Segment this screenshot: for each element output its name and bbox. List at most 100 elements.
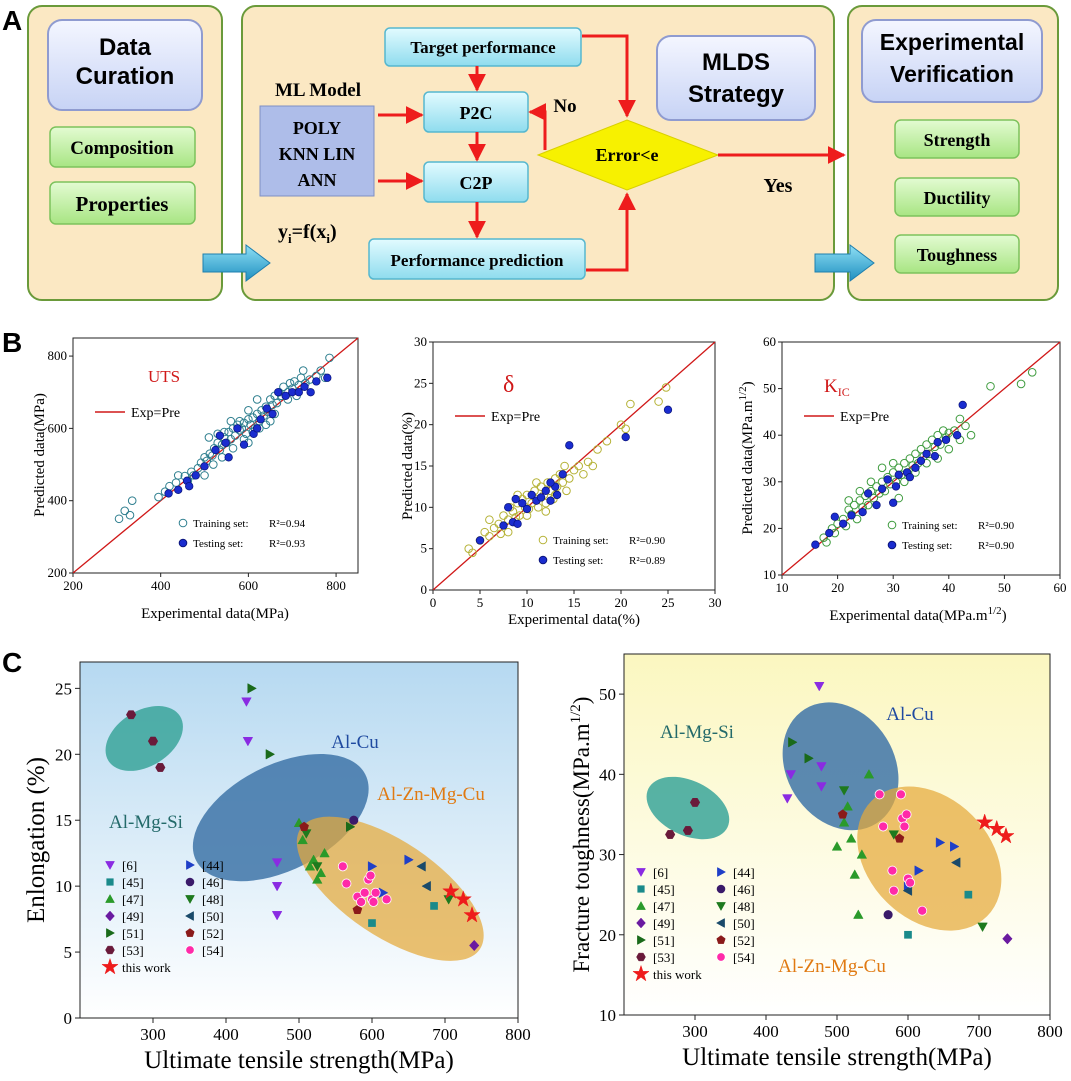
training-point xyxy=(200,471,209,480)
x-tick-label: 15 xyxy=(568,595,581,610)
y-tick-label: 15 xyxy=(55,811,72,830)
point-54 xyxy=(365,870,376,881)
point-46 xyxy=(883,910,893,920)
y-tick-label: 40 xyxy=(763,427,776,442)
point-52 xyxy=(837,809,848,819)
testing-point xyxy=(185,482,194,491)
testing-point xyxy=(558,470,567,479)
legend-test-label: Testing set: xyxy=(553,555,603,567)
point-6 xyxy=(242,737,254,747)
y-tick-label: 10 xyxy=(414,499,427,514)
no-label: No xyxy=(553,96,576,117)
point-47 xyxy=(856,849,868,859)
training-point xyxy=(503,527,513,537)
point-44 xyxy=(404,854,414,866)
block-arrow-left xyxy=(202,244,271,282)
y-axis-label: Predicted data(%) xyxy=(400,412,416,520)
training-point xyxy=(855,486,865,496)
testing-point xyxy=(281,391,290,400)
y-tick-label: 30 xyxy=(414,334,427,349)
legend-label: [45] xyxy=(653,882,675,897)
x-axis-label: Ultimate tensile strength(MPa) xyxy=(682,1044,992,1071)
legend-label: [6] xyxy=(653,865,668,880)
region-al-mg-si xyxy=(646,776,730,840)
x-tick-label: 30 xyxy=(887,580,900,595)
legend-train-r2: R²=0.94 xyxy=(269,518,306,530)
legend-marker xyxy=(105,910,115,922)
panel-label-c: C xyxy=(2,647,22,678)
point-44 xyxy=(950,841,960,852)
training-point xyxy=(560,461,569,471)
legend-marker xyxy=(106,928,116,938)
training-point xyxy=(173,471,183,480)
point-54 xyxy=(874,789,885,800)
legend-marker xyxy=(105,893,115,903)
legend-test-r2: R²=0.90 xyxy=(978,540,1015,552)
y-tick-label: 20 xyxy=(763,520,776,535)
y-tick-label: 20 xyxy=(599,926,616,945)
point-47 xyxy=(842,801,853,811)
testing-point xyxy=(239,440,249,449)
training-point xyxy=(541,507,551,516)
legend-label: [50] xyxy=(202,909,224,924)
testing-point xyxy=(200,462,209,471)
point-this-work xyxy=(987,819,1006,837)
y-tick-label: 25 xyxy=(55,679,72,698)
region-label: Al-Mg-Si xyxy=(660,722,734,743)
training-point xyxy=(654,397,663,406)
training-point xyxy=(532,478,541,487)
formula: yi=f(xi) xyxy=(278,221,337,246)
legend-train-label: Training set: xyxy=(553,535,609,547)
training-point xyxy=(961,421,970,431)
point-47 xyxy=(315,867,327,878)
legend-label: [49] xyxy=(122,909,144,924)
x-axis-label: Ultimate tensile strength(MPa) xyxy=(144,1047,454,1074)
legend-marker xyxy=(716,884,726,894)
point-54 xyxy=(370,887,381,898)
legend-test-marker xyxy=(887,540,897,550)
panel-label-a: A xyxy=(2,5,22,36)
training-point xyxy=(1016,379,1026,389)
testing-point xyxy=(565,441,574,450)
training-point xyxy=(602,436,612,446)
point-this-work xyxy=(442,882,460,899)
c2p-label: C2P xyxy=(460,173,493,193)
testing-point xyxy=(306,388,315,397)
y-axis-label: Fracture toughness(MPa.m1/2) xyxy=(568,697,594,973)
point-47 xyxy=(853,909,864,919)
training-point xyxy=(298,366,308,375)
legend-label: [52] xyxy=(202,926,224,941)
x-axis-label: Experimental data(%) xyxy=(508,612,640,628)
point-44 xyxy=(367,861,378,872)
point-this-work xyxy=(454,890,473,907)
composition-box xyxy=(49,126,196,168)
performance-prediction-label: Performance prediction xyxy=(391,251,564,270)
x-tick-label: 500 xyxy=(286,1025,312,1044)
point-47 xyxy=(319,847,330,858)
target-performance-label: Target performance xyxy=(410,38,556,57)
training-point xyxy=(844,496,854,505)
toughness-label: Toughness xyxy=(917,245,997,265)
testing-point xyxy=(300,382,309,391)
legend-ref-label: Exp=Pre xyxy=(491,410,540,425)
point-46 xyxy=(349,815,359,825)
legend-label: [44] xyxy=(202,858,224,873)
decision-label: Error<e xyxy=(596,145,659,165)
training-point xyxy=(244,415,253,424)
x-tick-label: 0 xyxy=(430,595,437,610)
training-point xyxy=(822,538,831,547)
block-arrow-right xyxy=(814,244,875,282)
training-point xyxy=(562,486,571,496)
legend-marker xyxy=(636,900,646,910)
yes-label: Yes xyxy=(764,175,793,197)
point-53 xyxy=(126,710,137,720)
arrow-prediction-decision xyxy=(586,192,636,272)
training-point xyxy=(966,430,976,440)
x-tick-label: 200 xyxy=(63,578,83,593)
point-51 xyxy=(804,753,814,764)
legend-marker xyxy=(105,861,115,871)
legend-label: [45] xyxy=(122,875,144,890)
training-point xyxy=(279,382,288,392)
